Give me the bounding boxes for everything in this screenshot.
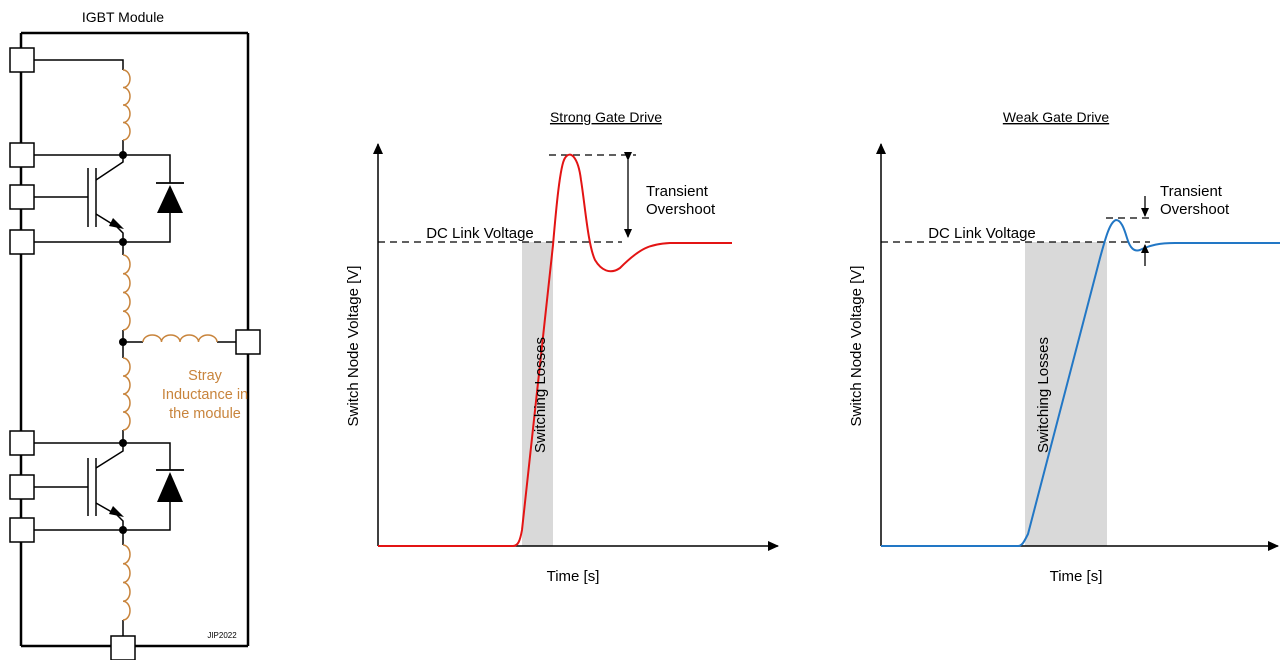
terminals xyxy=(9,47,261,660)
terminal-dc-plus xyxy=(9,47,35,73)
weak-x-axis-label: Time [s] xyxy=(1050,568,1103,585)
terminal-emitter-upper xyxy=(9,229,35,255)
strong-switching-losses-label: Switching Losses xyxy=(532,337,549,453)
strong-dc-link-label: DC Link Voltage xyxy=(426,225,534,242)
weak-dc-link-label: DC Link Voltage xyxy=(928,225,1036,242)
igbt-upper xyxy=(87,155,124,242)
terminal-collector-lower xyxy=(9,430,35,456)
terminal-output xyxy=(235,329,261,355)
terminal-emitter-lower xyxy=(9,517,35,543)
weak-gate-drive-chart: Weak Gate Drive DC Link Voltage Transien… xyxy=(848,109,1280,585)
stray-inductor-mid-upper xyxy=(122,254,131,331)
strong-chart-title: Strong Gate Drive xyxy=(550,109,662,125)
strong-gate-drive-chart: Strong Gate Drive DC Link Voltage Transi… xyxy=(345,109,779,585)
igbt-lower xyxy=(87,443,124,530)
igbt-module-schematic: IGBT Module xyxy=(9,9,261,660)
terminal-collector-upper xyxy=(9,142,35,168)
module-title: IGBT Module xyxy=(82,9,164,25)
stray-label-line-1: Stray xyxy=(188,368,223,384)
weak-y-axis-label: Switch Node Voltage [V] xyxy=(848,266,865,427)
weak-switching-losses-label: Switching Losses xyxy=(1035,337,1052,453)
strong-overshoot-label-line-1: Transient xyxy=(646,183,709,200)
wiring xyxy=(34,59,236,636)
stray-inductor-top xyxy=(122,69,131,141)
weak-overshoot-label-line-2: Overshoot xyxy=(1160,201,1230,218)
stray-inductor-output xyxy=(142,334,218,343)
diode-lower xyxy=(156,469,184,502)
stray-inductors xyxy=(122,69,218,621)
signature: JIP2022 xyxy=(207,631,237,640)
strong-y-axis-label: Switch Node Voltage [V] xyxy=(345,266,362,427)
weak-overshoot-label-line-1: Transient xyxy=(1160,183,1223,200)
diode-upper xyxy=(156,182,184,213)
terminal-gate-lower xyxy=(9,474,35,500)
strong-x-axis-label: Time [s] xyxy=(547,568,600,585)
strong-voltage-curve xyxy=(378,153,732,547)
weak-chart-title: Weak Gate Drive xyxy=(1003,109,1110,125)
stray-inductor-bottom xyxy=(122,544,131,621)
terminal-gate-upper xyxy=(9,184,35,210)
terminal-dc-minus xyxy=(110,635,136,660)
stray-label-line-2: Inductance in xyxy=(162,387,248,403)
junction-dots xyxy=(119,151,127,534)
strong-overshoot-label-line-2: Overshoot xyxy=(646,201,716,218)
stray-inductor-mid-lower xyxy=(122,357,131,431)
stray-label-line-3: the module xyxy=(169,406,241,422)
module-boundary xyxy=(19,31,250,648)
